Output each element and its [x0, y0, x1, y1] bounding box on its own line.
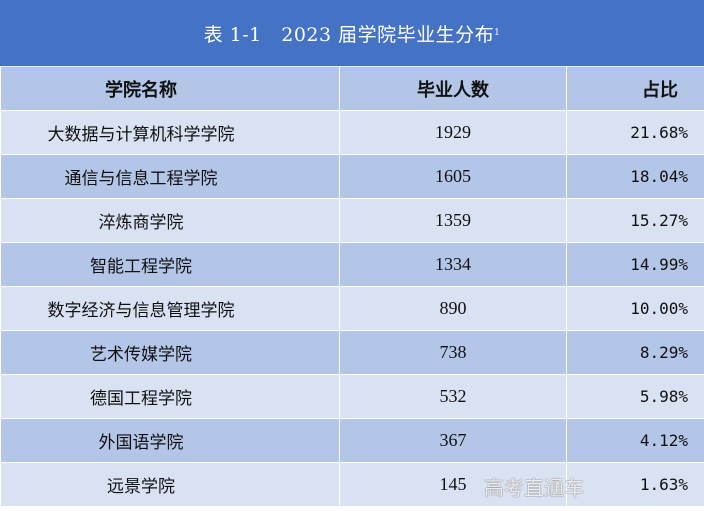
percentage: 21.68%	[566, 110, 704, 155]
table-row: 通信与信息工程学院 1605 18.04%	[0, 154, 704, 199]
graduate-count: 1929	[339, 110, 567, 155]
percentage: 10.00%	[566, 286, 704, 331]
footnote-marker: 1	[494, 28, 501, 38]
percentage: 15.27%	[566, 198, 704, 243]
graduate-count: 890	[339, 286, 567, 331]
graduate-count: 532	[339, 374, 567, 419]
college-name: 大数据与计算机科学学院	[0, 110, 340, 155]
header-row: 学院名称 毕业人数 占比	[0, 66, 704, 111]
table-row: 淬炼商学院 1359 15.27%	[0, 198, 704, 243]
header-percentage: 占比	[566, 66, 704, 111]
percentage: 5.98%	[566, 374, 704, 419]
table-row: 智能工程学院 1334 14.99%	[0, 242, 704, 287]
table-title: 表 1-1 2023 届学院毕业生分布 1	[0, 0, 704, 66]
graduate-count: 367	[339, 418, 567, 463]
percentage: 1.63%	[566, 462, 704, 507]
table-row: 外国语学院 367 4.12%	[0, 418, 704, 463]
percentage: 18.04%	[566, 154, 704, 199]
college-name: 数字经济与信息管理学院	[0, 286, 340, 331]
graduate-count: 145	[339, 462, 567, 507]
percentage: 4.12%	[566, 418, 704, 463]
graduate-count: 1359	[339, 198, 567, 243]
college-name: 远景学院	[0, 462, 340, 507]
table-title-text: 表 1-1 2023 届学院毕业生分布	[203, 23, 495, 46]
percentage: 14.99%	[566, 242, 704, 287]
table-row: 大数据与计算机科学学院 1929 21.68%	[0, 110, 704, 155]
graduate-distribution-table: 学院名称 毕业人数 占比 大数据与计算机科学学院 1929 21.68% 通信与信息工…	[0, 66, 704, 507]
header-graduate-count: 毕业人数	[339, 66, 567, 111]
table-row: 远景学院 145 1.63%	[0, 462, 704, 507]
college-name: 德国工程学院	[0, 374, 340, 419]
college-name: 淬炼商学院	[0, 198, 340, 243]
graduate-count: 1334	[339, 242, 567, 287]
table-row: 数字经济与信息管理学院 890 10.00%	[0, 286, 704, 331]
graduate-count: 1605	[339, 154, 567, 199]
college-name: 艺术传媒学院	[0, 330, 340, 375]
college-name: 通信与信息工程学院	[0, 154, 340, 199]
table-row: 艺术传媒学院 738 8.29%	[0, 330, 704, 375]
percentage: 8.29%	[566, 330, 704, 375]
watermark: 高考直通车	[484, 476, 584, 500]
header-college-name: 学院名称	[0, 66, 340, 111]
graduate-count: 738	[339, 330, 567, 375]
table-row: 德国工程学院 532 5.98%	[0, 374, 704, 419]
college-name: 外国语学院	[0, 418, 340, 463]
college-name: 智能工程学院	[0, 242, 340, 287]
